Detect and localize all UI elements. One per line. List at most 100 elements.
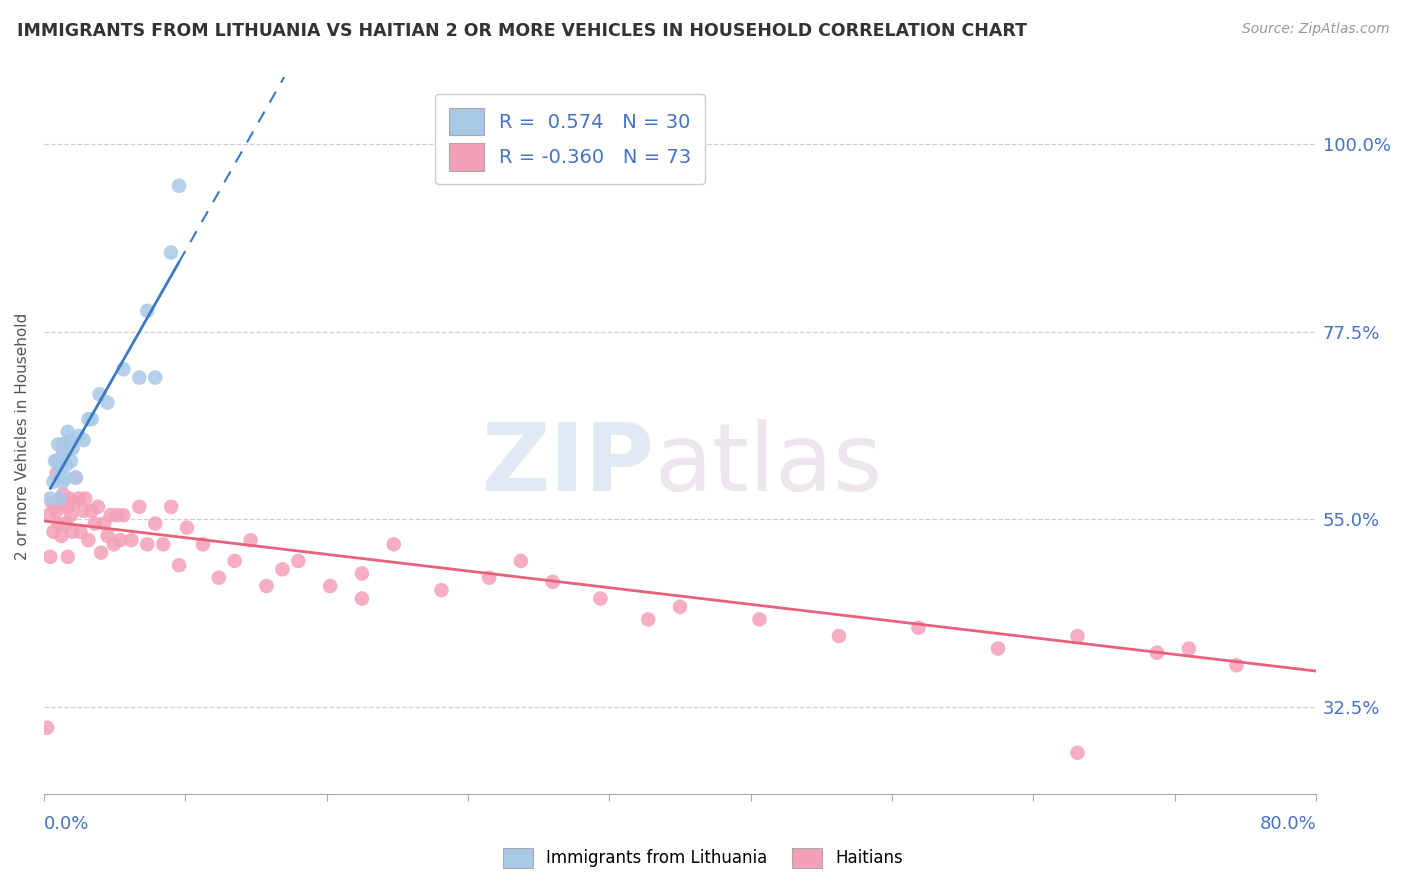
Point [52,437,75,451]
Point [49,462,72,476]
Text: ZIP: ZIP [482,418,655,510]
Point [96,395,118,409]
Point [103,537,125,551]
Point [56,425,79,439]
Point [256,579,278,593]
Legend: Immigrants from Lithuania, Haitians: Immigrants from Lithuania, Haitians [496,841,910,875]
Point [51,454,73,468]
Point [1066,629,1088,643]
Point [69,524,91,539]
Point [52,475,75,489]
Point [83,516,105,531]
Point [112,362,135,376]
Point [77,412,100,426]
Point [93,516,115,531]
Point [51,529,73,543]
Point [38,508,60,523]
Point [271,562,294,576]
Point [44,500,66,514]
Point [80,504,103,518]
Point [748,612,770,626]
Point [541,574,564,589]
Point [1225,658,1247,673]
Text: 80.0%: 80.0% [1260,815,1316,833]
Point [152,537,174,551]
Point [62,524,84,539]
Point [160,245,183,260]
Point [65,470,87,484]
Point [160,500,183,514]
Point [67,429,90,443]
Point [287,554,309,568]
Point [510,554,533,568]
Point [45,504,67,518]
Point [224,554,246,568]
Point [87,500,110,514]
Point [136,304,159,318]
Point [176,521,198,535]
Point [62,442,84,456]
Point [45,454,67,468]
Point [59,454,82,468]
Point [319,579,342,593]
Text: Source: ZipAtlas.com: Source: ZipAtlas.com [1241,22,1389,37]
Point [167,178,190,193]
Point [52,445,75,459]
Point [208,571,231,585]
Point [72,504,94,518]
Point [96,529,118,543]
Point [55,516,77,531]
Point [39,491,62,506]
Point [589,591,612,606]
Point [53,470,76,484]
Point [100,508,122,523]
Point [49,491,72,506]
Point [56,549,79,564]
Point [55,458,77,472]
Point [669,599,692,614]
Point [56,500,79,514]
Point [80,412,103,426]
Point [1066,746,1088,760]
Point [191,537,214,551]
Point [65,470,87,484]
Point [110,533,132,548]
Point [1178,641,1201,656]
Point [350,591,373,606]
Point [828,629,851,643]
Point [72,433,94,447]
Text: IMMIGRANTS FROM LITHUANIA VS HAITIAN 2 OR MORE VEHICLES IN HOUSEHOLD CORRELATION: IMMIGRANTS FROM LITHUANIA VS HAITIAN 2 O… [17,22,1026,40]
Point [90,546,112,560]
Point [430,583,453,598]
Point [350,566,373,581]
Point [49,495,72,509]
Point [45,467,67,481]
Point [907,621,929,635]
Point [136,537,159,551]
Point [52,487,75,501]
Point [143,516,166,531]
Point [382,537,405,551]
Point [143,370,166,384]
Point [39,549,62,564]
Point [120,533,142,548]
Point [89,387,111,401]
Point [58,491,80,506]
Point [239,533,262,548]
Point [53,495,76,509]
Point [46,437,69,451]
Y-axis label: 2 or more Vehicles in Household: 2 or more Vehicles in Household [15,312,30,559]
Point [67,491,90,506]
Point [75,491,97,506]
Point [105,508,128,523]
Text: 0.0%: 0.0% [44,815,89,833]
Point [128,370,150,384]
Point [1146,646,1168,660]
Point [637,612,659,626]
Point [53,445,76,459]
Point [46,516,69,531]
Point [167,558,190,573]
Point [59,508,82,523]
Point [63,495,86,509]
Point [35,721,58,735]
